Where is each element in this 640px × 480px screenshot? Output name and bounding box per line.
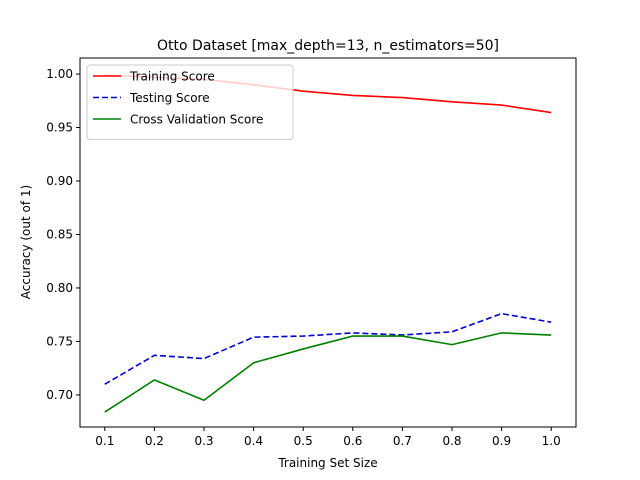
y-tick-label: 0.70	[46, 388, 73, 402]
x-tick-label: 0.6	[343, 434, 362, 448]
chart-title: Otto Dataset [max_depth=13, n_estimators…	[157, 38, 499, 54]
ticks-layer: 0.1 0.2 0.3 0.4 0.5 0.6 0.7 0.8 0.9 1.0 0.70 0.75 0.…	[46, 67, 560, 448]
x-tick-label: 0.9	[492, 434, 511, 448]
legend-label: Cross Validation Score	[130, 113, 263, 127]
x-tick-label: 1.0	[542, 434, 561, 448]
x-tick-label: 0.3	[194, 434, 213, 448]
plot-frame	[79, 57, 577, 428]
legend: Training Score Testing Score Cross Validat…	[86, 64, 294, 140]
legend-box	[86, 64, 294, 140]
legend-label: Training Score	[129, 70, 215, 84]
y-axis-label: Accuracy (out of 1)	[19, 185, 33, 299]
x-tick-label: 0.7	[393, 434, 412, 448]
series-line-testing-score	[104, 312, 552, 385]
x-tick-label: 0.5	[294, 434, 313, 448]
x-axis-label: Training Set Size	[277, 456, 377, 470]
x-tick-label: 0.1	[95, 434, 114, 448]
x-tick-label: 0.8	[442, 434, 461, 448]
x-tick-label: 0.2	[145, 434, 164, 448]
series-line-cross-validation-score	[104, 332, 552, 413]
y-tick-label: 0.95	[46, 121, 73, 135]
legend-label: Testing Score	[129, 91, 210, 105]
x-tick-label: 0.4	[244, 434, 263, 448]
y-tick-label: 0.80	[46, 281, 73, 295]
y-tick-label: 0.90	[46, 174, 73, 188]
y-tick-label: 1.00	[46, 67, 73, 81]
y-tick-label: 0.75	[46, 334, 73, 348]
y-tick-label: 0.85	[46, 227, 73, 241]
